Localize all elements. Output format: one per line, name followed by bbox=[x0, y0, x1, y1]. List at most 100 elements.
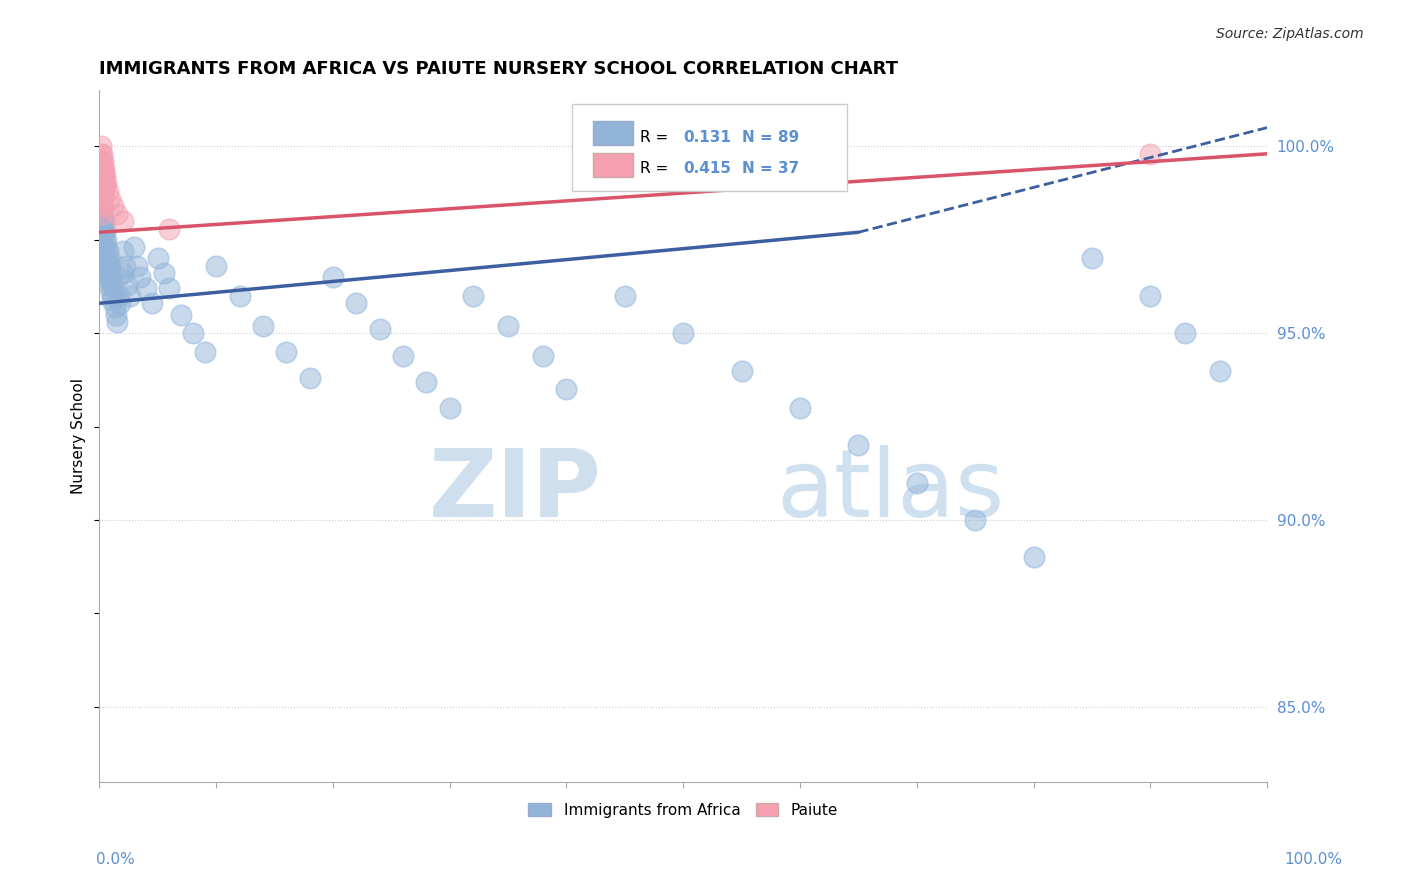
Point bbox=[555, 382, 578, 396]
Point bbox=[1139, 289, 1161, 303]
Point bbox=[90, 195, 112, 210]
Point bbox=[93, 169, 115, 184]
Point bbox=[965, 513, 987, 527]
Point bbox=[90, 169, 112, 184]
Point bbox=[90, 188, 112, 202]
Point bbox=[91, 214, 114, 228]
Point bbox=[98, 274, 121, 288]
Text: 0.131: 0.131 bbox=[683, 129, 731, 145]
Point bbox=[1022, 550, 1045, 565]
Point bbox=[90, 221, 112, 235]
Point bbox=[90, 161, 112, 176]
Text: Source: ZipAtlas.com: Source: ZipAtlas.com bbox=[1216, 27, 1364, 41]
Point bbox=[94, 262, 117, 277]
Point bbox=[789, 401, 811, 415]
Point bbox=[101, 293, 124, 307]
Point bbox=[90, 206, 112, 220]
Point bbox=[125, 259, 148, 273]
Point bbox=[90, 244, 112, 258]
Point bbox=[90, 146, 112, 161]
Point bbox=[90, 192, 112, 206]
Point bbox=[252, 318, 274, 333]
Point bbox=[111, 244, 134, 258]
Legend: Immigrants from Africa, Paiute: Immigrants from Africa, Paiute bbox=[522, 797, 844, 824]
Point bbox=[91, 240, 114, 254]
Point bbox=[90, 199, 112, 213]
Point bbox=[141, 296, 163, 310]
Point bbox=[90, 184, 112, 198]
Point bbox=[159, 221, 181, 235]
Point bbox=[368, 322, 391, 336]
Point bbox=[124, 240, 146, 254]
Point bbox=[97, 184, 120, 198]
Point bbox=[90, 199, 112, 213]
Point bbox=[90, 154, 112, 169]
Point bbox=[94, 225, 117, 239]
Text: IMMIGRANTS FROM AFRICA VS PAIUTE NURSERY SCHOOL CORRELATION CHART: IMMIGRANTS FROM AFRICA VS PAIUTE NURSERY… bbox=[100, 60, 898, 78]
Point bbox=[104, 308, 127, 322]
Point bbox=[108, 289, 131, 303]
Text: 0.415: 0.415 bbox=[683, 161, 731, 177]
Point bbox=[96, 244, 118, 258]
Point bbox=[170, 308, 193, 322]
Text: R =: R = bbox=[640, 161, 673, 177]
Point bbox=[90, 199, 112, 213]
Point bbox=[91, 154, 114, 169]
Point bbox=[415, 375, 437, 389]
Point bbox=[96, 259, 118, 273]
Point bbox=[1174, 326, 1197, 341]
Point bbox=[205, 259, 228, 273]
Point bbox=[114, 259, 136, 273]
Text: N = 37: N = 37 bbox=[741, 161, 799, 177]
Point bbox=[94, 177, 117, 191]
Point bbox=[97, 270, 120, 285]
Point bbox=[1209, 363, 1232, 377]
Point bbox=[91, 202, 114, 217]
Point bbox=[1081, 252, 1104, 266]
Point bbox=[117, 277, 139, 292]
Point bbox=[90, 154, 112, 169]
Point bbox=[93, 214, 115, 228]
Point bbox=[98, 259, 121, 273]
Point bbox=[90, 161, 112, 176]
Point bbox=[90, 240, 112, 254]
Point bbox=[94, 236, 117, 251]
Point bbox=[135, 281, 157, 295]
Point bbox=[103, 289, 125, 303]
Point bbox=[91, 169, 114, 184]
Point bbox=[101, 277, 124, 292]
Point bbox=[105, 206, 128, 220]
Point bbox=[152, 266, 174, 280]
Text: ZIP: ZIP bbox=[429, 445, 602, 537]
Point bbox=[905, 475, 928, 490]
Point bbox=[94, 169, 117, 184]
Point bbox=[111, 266, 134, 280]
Point bbox=[91, 161, 114, 176]
Point bbox=[118, 289, 141, 303]
Point bbox=[90, 233, 112, 247]
Point bbox=[110, 296, 132, 310]
FancyBboxPatch shape bbox=[593, 121, 633, 145]
Point bbox=[1139, 146, 1161, 161]
Point bbox=[96, 177, 118, 191]
Point bbox=[93, 184, 115, 198]
Point bbox=[93, 161, 115, 176]
Point bbox=[90, 169, 112, 184]
Point bbox=[129, 270, 152, 285]
Point bbox=[496, 318, 519, 333]
Point bbox=[98, 192, 121, 206]
Text: N = 89: N = 89 bbox=[741, 129, 799, 145]
Point bbox=[322, 270, 344, 285]
Point bbox=[91, 252, 114, 266]
Point bbox=[97, 255, 120, 269]
Point bbox=[90, 225, 112, 239]
Point bbox=[93, 177, 115, 191]
Point bbox=[94, 252, 117, 266]
Text: 0.0%: 0.0% bbox=[96, 852, 135, 867]
Text: R =: R = bbox=[640, 129, 673, 145]
Point bbox=[90, 184, 112, 198]
Point bbox=[392, 349, 415, 363]
Point bbox=[97, 244, 120, 258]
Point bbox=[93, 225, 115, 239]
Point bbox=[90, 206, 112, 220]
